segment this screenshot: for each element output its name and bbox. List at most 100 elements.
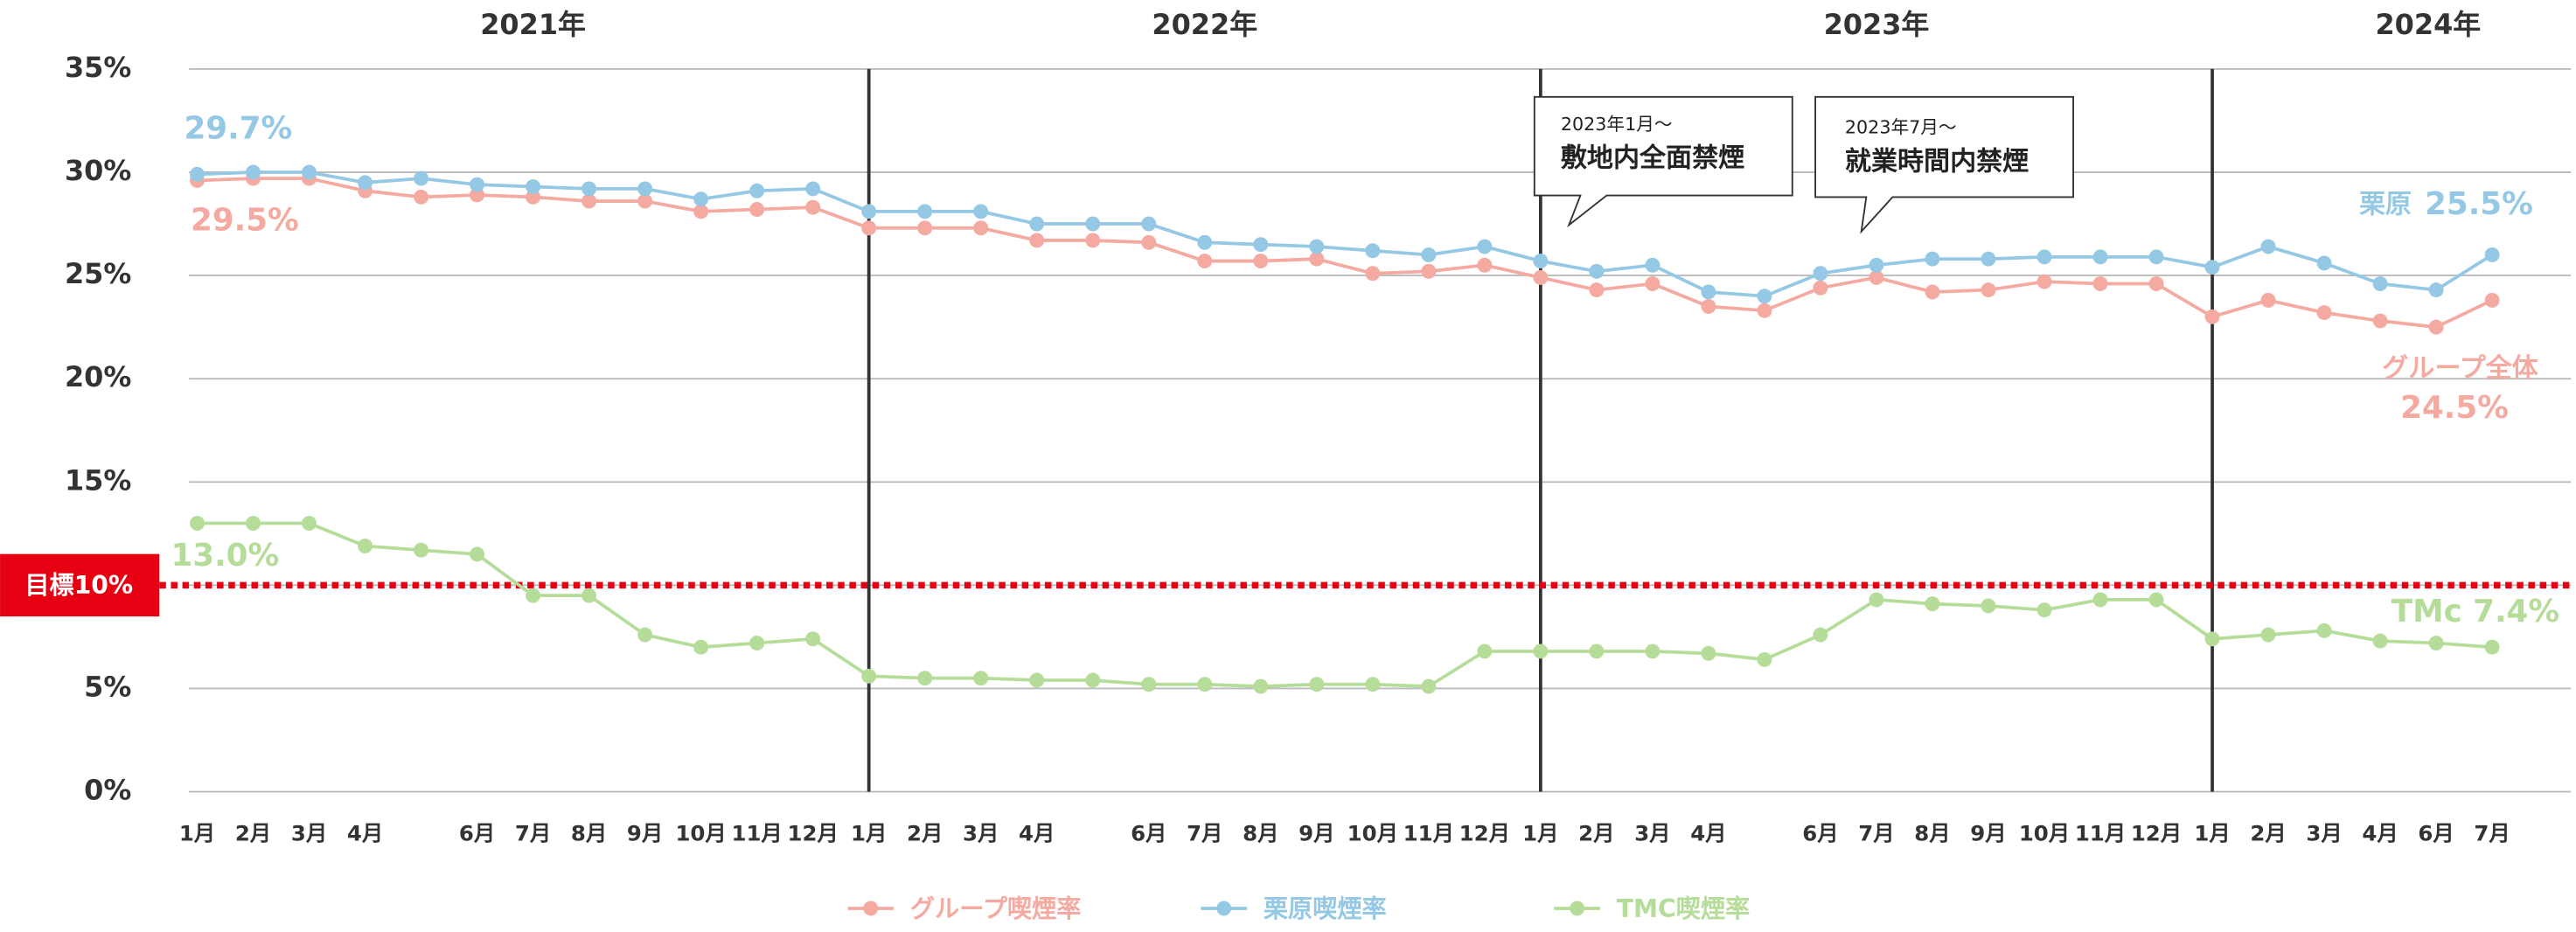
callout-box (1814, 95, 2074, 234)
point (805, 181, 821, 197)
point (2204, 309, 2220, 324)
point (637, 627, 653, 643)
point (917, 204, 933, 219)
point (470, 187, 485, 203)
x-tick-label: 10月 (675, 820, 726, 845)
point (1421, 678, 1437, 694)
x-tick-label: 6月 (2418, 820, 2454, 845)
point (861, 668, 877, 684)
x-tick-label: 6月 (1131, 820, 1166, 845)
point (1309, 677, 1325, 692)
annotation: 25.5% (2425, 186, 2533, 222)
point (1421, 247, 1437, 262)
point (470, 177, 485, 192)
point (2092, 592, 2108, 608)
point (2372, 276, 2388, 291)
point (1197, 254, 1213, 269)
point (1981, 251, 1996, 267)
x-tick-label: 12月 (2131, 820, 2182, 845)
point (1813, 280, 1828, 296)
point (1981, 282, 1996, 298)
year-label: 2021年 (480, 8, 586, 41)
y-tick-label: 30% (65, 154, 131, 187)
point (414, 542, 429, 558)
point (693, 639, 709, 655)
point (2148, 276, 2164, 291)
year-label: 2024年 (2375, 8, 2481, 41)
y-tick-label: 35% (65, 51, 131, 84)
x-tick-label: 6月 (1802, 820, 1838, 845)
legend-label: 栗原喫煙率 (1264, 894, 1387, 923)
x-tick-label: 7月 (1187, 820, 1222, 845)
x-tick-label: 7月 (2474, 820, 2510, 845)
point (2260, 292, 2276, 308)
x-tick-label: 9月 (1298, 820, 1334, 845)
x-tick-label: 8月 (1914, 820, 1950, 845)
point (2204, 260, 2220, 275)
point (190, 516, 205, 531)
point (2036, 602, 2052, 618)
x-tick-label: 3月 (2306, 820, 2342, 845)
series: TMC喫煙率 (190, 516, 2500, 923)
point (1757, 289, 1772, 304)
point (1253, 678, 1269, 694)
point (526, 179, 541, 194)
x-tick-label: 3月 (963, 820, 999, 845)
point (917, 220, 933, 236)
point (749, 183, 765, 198)
point (1757, 651, 1772, 667)
callout-date: 2023年7月～ (1845, 117, 1957, 138)
point (526, 189, 541, 205)
x-tick-label: 1月 (851, 820, 887, 845)
legend-marker (1216, 901, 1232, 916)
point (414, 189, 429, 205)
x-tick-label: 7月 (1858, 820, 1894, 845)
callout-text: 敷地内全面禁煙 (1561, 143, 1744, 174)
point (1925, 284, 1940, 300)
point (1589, 263, 1605, 279)
x-tick-label: 6月 (459, 820, 495, 845)
point (1477, 257, 1493, 273)
callouts: 2023年1月～ 敷地内全面禁煙 2023年7月～ 就業時間内禁煙 (1533, 95, 2074, 234)
point (302, 516, 317, 531)
point (2036, 274, 2052, 289)
point (693, 204, 709, 219)
year-label: 2022年 (1152, 8, 1257, 41)
point (2036, 249, 2052, 265)
point (2148, 249, 2164, 265)
y-tick-label: 15% (65, 463, 131, 497)
x-tick-label: 12月 (787, 820, 838, 845)
point (2316, 255, 2332, 271)
y-tick-label: 20% (65, 360, 131, 393)
point (1029, 216, 1045, 232)
point (749, 202, 765, 217)
point (1085, 216, 1101, 232)
point (2092, 249, 2108, 265)
x-tick-label: 11月 (1403, 820, 1454, 845)
point (2372, 633, 2388, 649)
x-tick-label: 1月 (1522, 820, 1558, 845)
point (1085, 672, 1101, 688)
x-tick-label: 11月 (731, 820, 782, 845)
point (1533, 643, 1549, 659)
x-tick-label: 9月 (1970, 820, 2006, 845)
annotation: グループ全体 (2382, 353, 2538, 384)
point (1477, 643, 1493, 659)
point (2092, 276, 2108, 291)
x-tick-label: 4月 (1019, 820, 1055, 845)
x-tick-label: 2月 (1578, 820, 1614, 845)
annotation: 29.5% (191, 203, 299, 239)
x-tick-label: 8月 (1243, 820, 1278, 845)
legend-label: グループ喫煙率 (910, 894, 1082, 923)
point (1533, 254, 1549, 269)
point (1981, 598, 1996, 614)
point (1365, 266, 1381, 282)
point (1925, 251, 1940, 267)
y-tick-label: 5% (84, 670, 131, 703)
point (973, 220, 989, 236)
annotation: 13.0% (171, 538, 279, 574)
point (2428, 282, 2444, 298)
x-tick-label: 2月 (907, 820, 943, 845)
point (358, 175, 373, 191)
